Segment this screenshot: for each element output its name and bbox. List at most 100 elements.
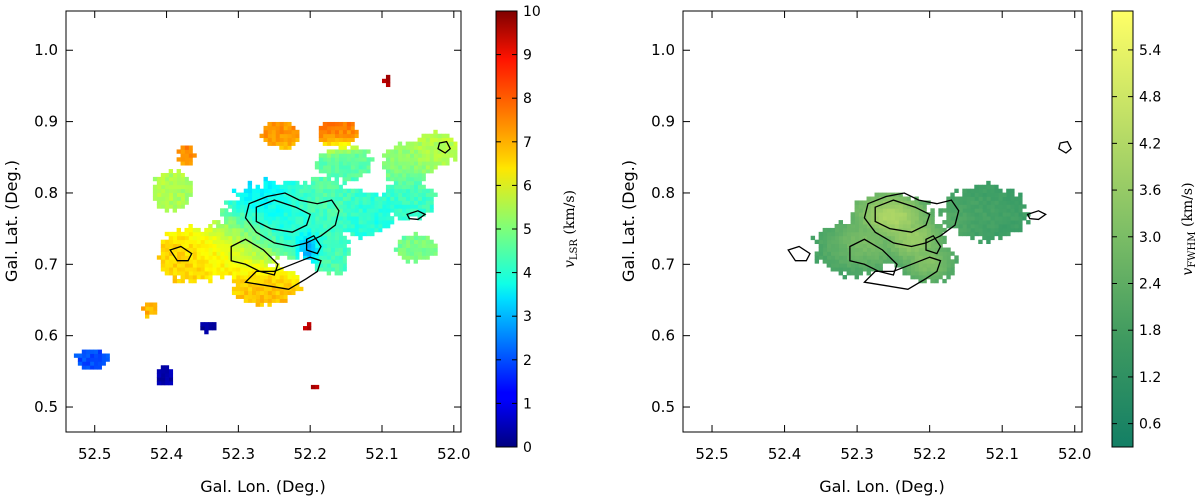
map-pixel <box>910 259 915 264</box>
map-pixel <box>966 200 971 205</box>
map-pixel <box>172 271 177 276</box>
map-pixel <box>184 149 189 154</box>
map-pixel <box>922 212 927 217</box>
map-pixel <box>429 247 434 252</box>
map-pixel <box>990 231 995 237</box>
map-pixel <box>914 259 919 264</box>
map-pixel <box>283 184 288 190</box>
map-pixel <box>421 149 426 154</box>
map-pixel <box>267 282 272 288</box>
map-pixel <box>350 204 355 209</box>
map-pixel <box>184 255 189 260</box>
map-pixel <box>890 216 895 221</box>
map-pixel <box>306 227 312 233</box>
map-pixel <box>310 212 316 217</box>
map-pixel <box>334 149 339 154</box>
map-pixel <box>334 141 339 146</box>
map-pixel <box>334 224 339 229</box>
map-pixel <box>216 220 221 225</box>
map-pixel <box>1006 227 1011 233</box>
map-pixel <box>914 263 919 268</box>
map-pixel <box>1014 220 1019 225</box>
map-pixel <box>994 192 999 197</box>
map-pixel <box>922 251 927 256</box>
map-pixel <box>267 133 272 139</box>
map-pixel <box>946 208 951 213</box>
map-pixel <box>279 121 284 127</box>
map-pixel <box>397 251 403 256</box>
map-pixel <box>926 263 931 268</box>
map-pixel <box>227 239 233 245</box>
contour-line <box>406 210 427 221</box>
map-pixel <box>291 196 296 201</box>
x-tick-label: 52.4 <box>150 445 183 463</box>
map-pixel <box>283 208 288 213</box>
x-tick-label: 52.3 <box>222 445 255 463</box>
map-pixel <box>287 224 292 229</box>
map-pixel <box>101 361 106 366</box>
map-pixel <box>382 161 387 166</box>
map-pixel <box>196 235 201 241</box>
map-pixel <box>902 200 907 205</box>
map-pixel <box>342 133 347 139</box>
map-pixel <box>350 216 355 221</box>
map-pixel <box>303 227 308 233</box>
y-tick-label: 1.0 <box>34 41 58 59</box>
map-pixel <box>1014 227 1019 233</box>
map-pixel <box>890 208 895 213</box>
map-pixel <box>930 243 935 248</box>
map-pixel <box>874 200 879 205</box>
map-pixel <box>172 176 177 182</box>
map-pixel <box>224 208 229 213</box>
map-pixel <box>866 251 871 256</box>
map-pixel <box>894 212 899 217</box>
map-pixel <box>326 180 332 186</box>
map-pixel <box>405 251 411 256</box>
map-pixel <box>405 172 411 178</box>
map-pixel <box>235 200 241 205</box>
map-pixel <box>295 247 300 252</box>
map-pixel <box>275 200 280 205</box>
map-pixel <box>850 212 855 217</box>
map-pixel <box>914 224 919 229</box>
map-pixel <box>231 286 237 292</box>
map-pixel <box>81 357 87 362</box>
map-pixel <box>1010 220 1015 225</box>
map-pixel <box>405 180 411 186</box>
map-pixel <box>409 208 414 213</box>
map-pixel <box>342 192 347 197</box>
map-pixel <box>405 149 411 154</box>
map-pixel <box>413 239 418 245</box>
map-pixel <box>188 157 193 162</box>
map-pixel <box>850 224 855 229</box>
map-pixel <box>271 286 276 292</box>
right-contours <box>787 140 1072 290</box>
map-pixel <box>255 239 260 245</box>
map-pixel <box>834 231 840 237</box>
map-pixel <box>350 212 355 217</box>
map-pixel <box>299 188 304 193</box>
map-pixel <box>966 224 971 229</box>
map-pixel <box>338 129 343 135</box>
map-pixel <box>168 204 174 209</box>
map-pixel <box>858 251 863 256</box>
map-pixel <box>204 231 209 237</box>
map-pixel <box>184 235 189 241</box>
map-pixel <box>918 224 923 229</box>
map-pixel <box>97 357 102 362</box>
map-pixel <box>326 204 332 209</box>
map-pixel <box>350 188 355 193</box>
map-pixel <box>330 259 335 264</box>
map-pixel <box>255 282 260 288</box>
map-pixel <box>279 298 284 303</box>
map-pixel <box>405 196 411 201</box>
map-pixel <box>982 235 987 241</box>
map-pixel <box>255 235 260 241</box>
map-pixel <box>168 263 174 268</box>
map-pixel <box>287 137 292 142</box>
map-pixel <box>445 145 450 150</box>
map-pixel <box>184 263 189 268</box>
map-pixel <box>425 149 430 154</box>
x-tick-label: 52.5 <box>78 445 111 463</box>
map-pixel <box>425 153 430 158</box>
